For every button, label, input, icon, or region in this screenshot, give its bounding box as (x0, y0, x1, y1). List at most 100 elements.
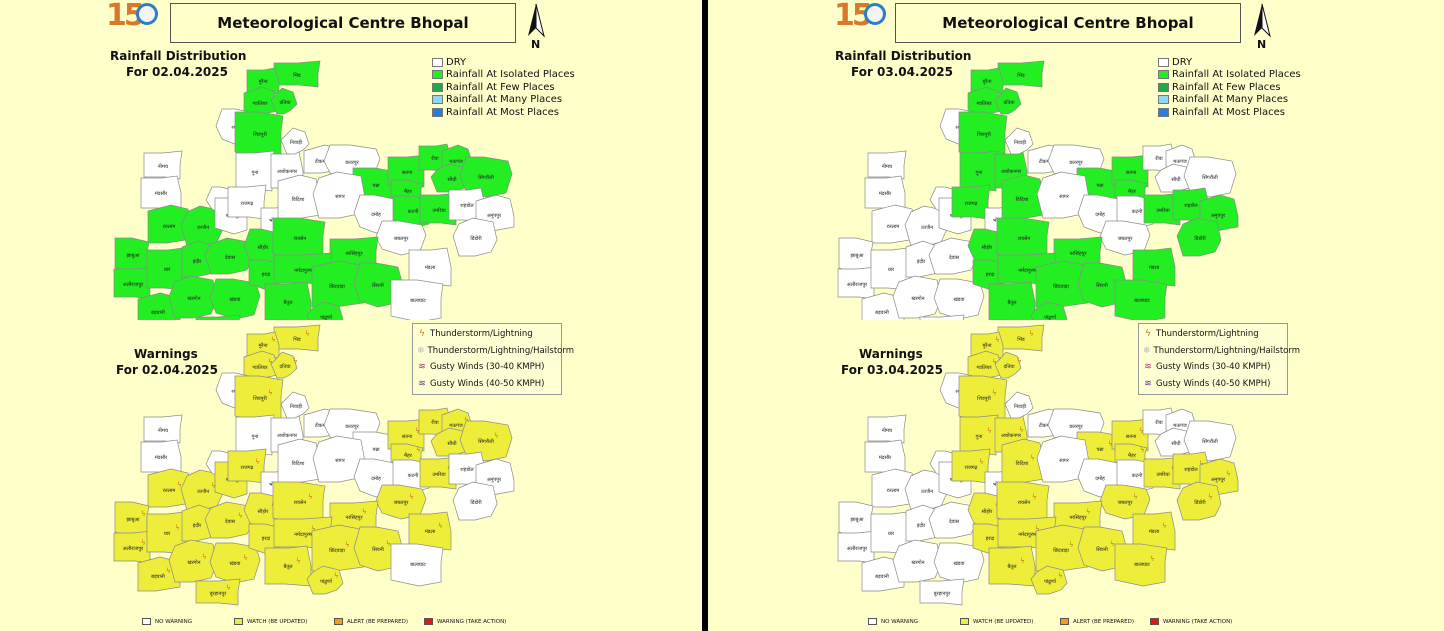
district-54: बुरहानपुरϟ (195, 578, 241, 606)
district-label: नर्मदापुरम (1018, 531, 1037, 538)
district-label: डिंडोरी (1194, 235, 1206, 242)
district-label: सिंगरौली (1202, 438, 1218, 445)
district-label: बैतूल (1007, 563, 1017, 570)
wind-40-50-icon: ≋ (418, 378, 426, 389)
district-label: दमोह (371, 475, 381, 482)
district-44: बड़वानीϟ (137, 556, 181, 592)
panel-left: 15 Meteorological Centre Bhopal N Rainfa… (0, 0, 702, 631)
legend-label: NO WARNING (881, 618, 919, 625)
district-label: झाबुआ (850, 517, 864, 523)
district-label: ग्वालियर (976, 364, 992, 371)
district-label: नीमच (882, 163, 893, 170)
district-label: दमोह (1095, 211, 1105, 218)
lightning-icon: ϟ (226, 584, 231, 592)
district-shape (919, 314, 965, 320)
bottom-legend-item: WARNING (TAKE ACTION) (1150, 618, 1232, 625)
rain-legend-item: Rainfall At Isolated Places (432, 69, 575, 82)
rain-title: Rainfall Distribution For 03.04.2025 (835, 48, 971, 80)
district-label: विदिशा (1016, 460, 1029, 467)
district-shape (143, 150, 183, 180)
district-label: सीहोर (258, 244, 270, 251)
legend-label: DRY (1172, 56, 1193, 68)
lightning-icon: ϟ (992, 389, 997, 397)
rain-title-text: Rainfall Distribution (110, 49, 247, 63)
district-label: झाबुआ (126, 517, 140, 523)
district-shape (408, 511, 452, 551)
rain-legend-item: DRY (432, 56, 575, 69)
lightning-icon: ϟ (1035, 525, 1040, 533)
district-37: धार ϟ (146, 511, 188, 555)
district-shape (387, 154, 427, 188)
district-label: नर्मदापुरम (294, 531, 313, 538)
imd-150-logo: 15 (834, 0, 894, 34)
district-label: शहडोल (1184, 466, 1198, 473)
district-label: पन्ना (1097, 183, 1105, 189)
district-label: मऊगंज (449, 422, 463, 429)
district-shape (919, 578, 965, 606)
district-label: पन्ना (373, 447, 381, 453)
district-label: अनूपपुर (1211, 213, 1226, 219)
lightning-icon: ϟ (438, 522, 443, 530)
lightning-icon: ϟ (1162, 522, 1167, 530)
district-label: उज्जैन (197, 488, 209, 495)
district-label: धार (888, 531, 895, 537)
district-51: पांढुर्णाϟ (306, 565, 344, 595)
district-label: पांढुर्णा (320, 314, 333, 320)
district-shape (280, 127, 310, 155)
lightning-icon: ϟ (271, 336, 276, 344)
district-43: मंडलाϟ (1132, 511, 1176, 551)
rain-legend: DRY Rainfall At Isolated Places Rainfall A… (1158, 56, 1301, 119)
district-shape (311, 524, 365, 572)
district-label: छतरपुर (345, 160, 359, 166)
district-12: सतना (1111, 154, 1151, 188)
district-label: रतलाम (887, 224, 901, 230)
district-label: सीधी (1171, 440, 1181, 447)
district-16: सिंगरौली (459, 156, 513, 198)
district-18: नीमच (867, 150, 907, 180)
district-54: बुरहानपुर (919, 314, 965, 320)
warning-legend-item: ≋ Gusty Winds (40-50 KMPH) (1143, 376, 1283, 393)
district-label: खंडवा (954, 296, 966, 303)
district-36: अलीराजपुर (837, 530, 877, 564)
district-label: हरदा (986, 272, 995, 278)
district-24: राजगढ़ϟ (227, 448, 267, 484)
district-shape (1183, 420, 1237, 462)
district-label: मैहर (404, 452, 413, 459)
district-shape (861, 292, 905, 320)
district-30: उमरिया (1143, 192, 1183, 226)
district-label: छतरपुर (1069, 160, 1083, 166)
legend-swatch (142, 618, 151, 625)
district-shape (235, 414, 275, 456)
rain-legend-item: Rainfall At Few Places (432, 81, 575, 94)
bottom-legend: NO WARNING WATCH (BE UPDATED) ALERT (BE PR… (868, 616, 1288, 628)
district-label: मंदसौर (155, 190, 168, 197)
lightning-icon: ϟ (419, 329, 425, 340)
district-shape (264, 281, 312, 320)
district-label: नरसिंहपुर (345, 250, 363, 257)
lightning-icon: ϟ (177, 481, 182, 489)
district-shape (137, 556, 181, 592)
district-shape (1035, 524, 1089, 572)
district-label: बुरहानपुर (210, 591, 228, 597)
district-label: मंडला (425, 528, 436, 535)
district-shape (994, 87, 1022, 115)
district-label: जबलपुर (1118, 500, 1134, 506)
district-label: गुना (975, 434, 983, 440)
district-label: मऊगंज (1173, 422, 1187, 429)
district-41: रायसेनϟ (272, 481, 326, 525)
district-45: खरगोन (892, 539, 942, 583)
legend-swatch (960, 618, 969, 625)
district-label: खरगोन (187, 559, 200, 566)
district-label: सिवनी (372, 546, 384, 553)
district-label: सिंगरौली (478, 174, 494, 181)
lightning-icon: ϟ (305, 330, 310, 338)
district-label: राजगढ़ (965, 465, 978, 471)
district-46: खंडवाϟ (209, 542, 261, 584)
lightning-icon: ϟ (1140, 446, 1145, 454)
district-label: टीकमगढ़ (315, 422, 331, 429)
legend-label: DRY (446, 56, 467, 68)
district-shape (892, 275, 942, 319)
district-label: मैहर (404, 188, 413, 195)
district-shape (235, 150, 275, 192)
district-label: मुरैना (982, 78, 992, 85)
